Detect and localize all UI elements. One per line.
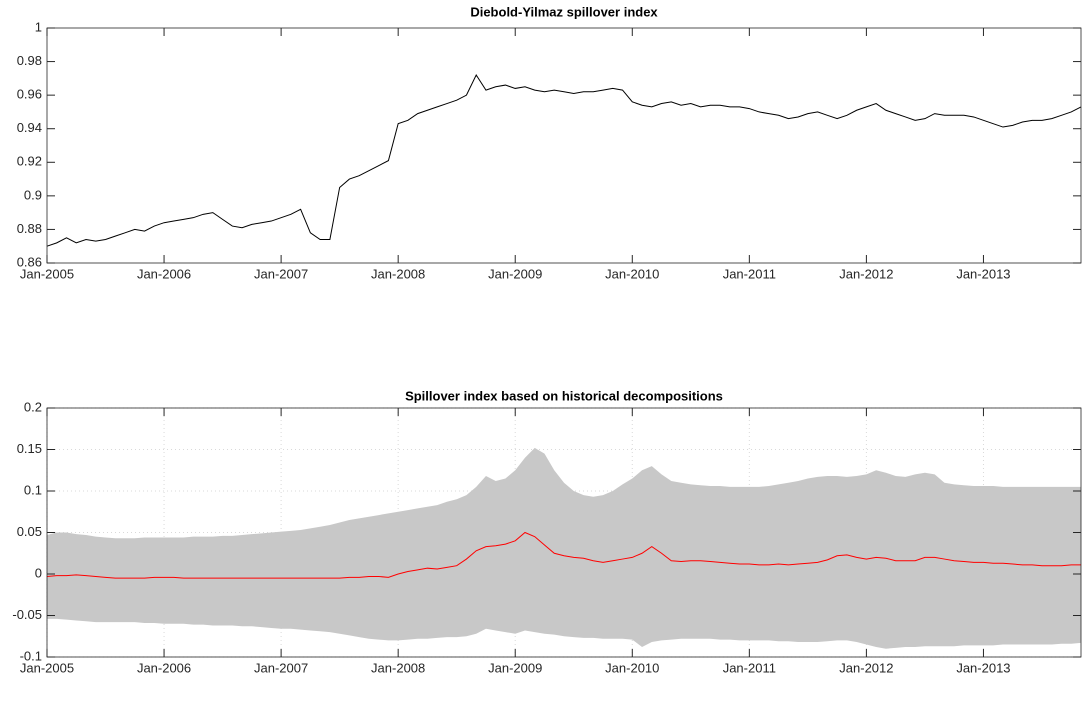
x-tick-label: Jan-2009 — [488, 266, 542, 281]
y-tick-label: 0.05 — [17, 524, 42, 539]
y-tick-label: 1 — [35, 19, 42, 34]
x-tick-label: Jan-2010 — [605, 660, 659, 675]
y-tick-label: 0.2 — [24, 399, 42, 414]
x-tick-label: Jan-2008 — [371, 266, 425, 281]
x-tick-label: Jan-2013 — [956, 266, 1010, 281]
plot-area — [47, 28, 1081, 263]
chart-title: Spillover index based on historical deco… — [405, 388, 723, 403]
x-tick-label: Jan-2007 — [254, 660, 308, 675]
y-tick-label: 0.96 — [17, 87, 42, 102]
y-tick-label: 0.9 — [24, 187, 42, 202]
x-tick-label: Jan-2010 — [605, 266, 659, 281]
x-tick-label: Jan-2008 — [371, 660, 425, 675]
y-tick-label: 0.94 — [17, 120, 42, 135]
x-tick-label: Jan-2011 — [723, 660, 776, 675]
chart-title: Diebold-Yilmaz spillover index — [470, 4, 658, 19]
y-tick-label: 0 — [35, 565, 42, 580]
y-tick-label: 0.98 — [17, 53, 42, 68]
y-tick-label: 0.92 — [17, 154, 42, 169]
series-line — [46, 73, 1082, 247]
series-line — [46, 531, 1081, 579]
x-tick-label: Jan-2005 — [20, 266, 74, 281]
y-tick-label: -0.05 — [12, 607, 42, 622]
y-tick-label: 0.88 — [17, 221, 42, 236]
axes-box — [46, 27, 1082, 264]
x-tick-label: Jan-2006 — [137, 266, 191, 281]
x-tick-label: Jan-2007 — [254, 266, 308, 281]
x-tick-label: Jan-2009 — [488, 660, 542, 675]
x-tick-label: Jan-2011 — [723, 266, 776, 281]
x-tick-label: Jan-2005 — [20, 660, 74, 675]
x-tick-label: Jan-2006 — [137, 660, 191, 675]
x-tick-label: Jan-2013 — [956, 660, 1010, 675]
confidence-band — [47, 447, 1081, 649]
x-tick-label: Jan-2012 — [839, 266, 893, 281]
y-tick-label: 0.86 — [17, 254, 42, 269]
y-tick-label: 0.15 — [17, 441, 42, 456]
y-tick-label: -0.1 — [20, 648, 42, 663]
y-tick-label: 0.1 — [24, 482, 42, 497]
x-tick-label: Jan-2012 — [839, 660, 893, 675]
